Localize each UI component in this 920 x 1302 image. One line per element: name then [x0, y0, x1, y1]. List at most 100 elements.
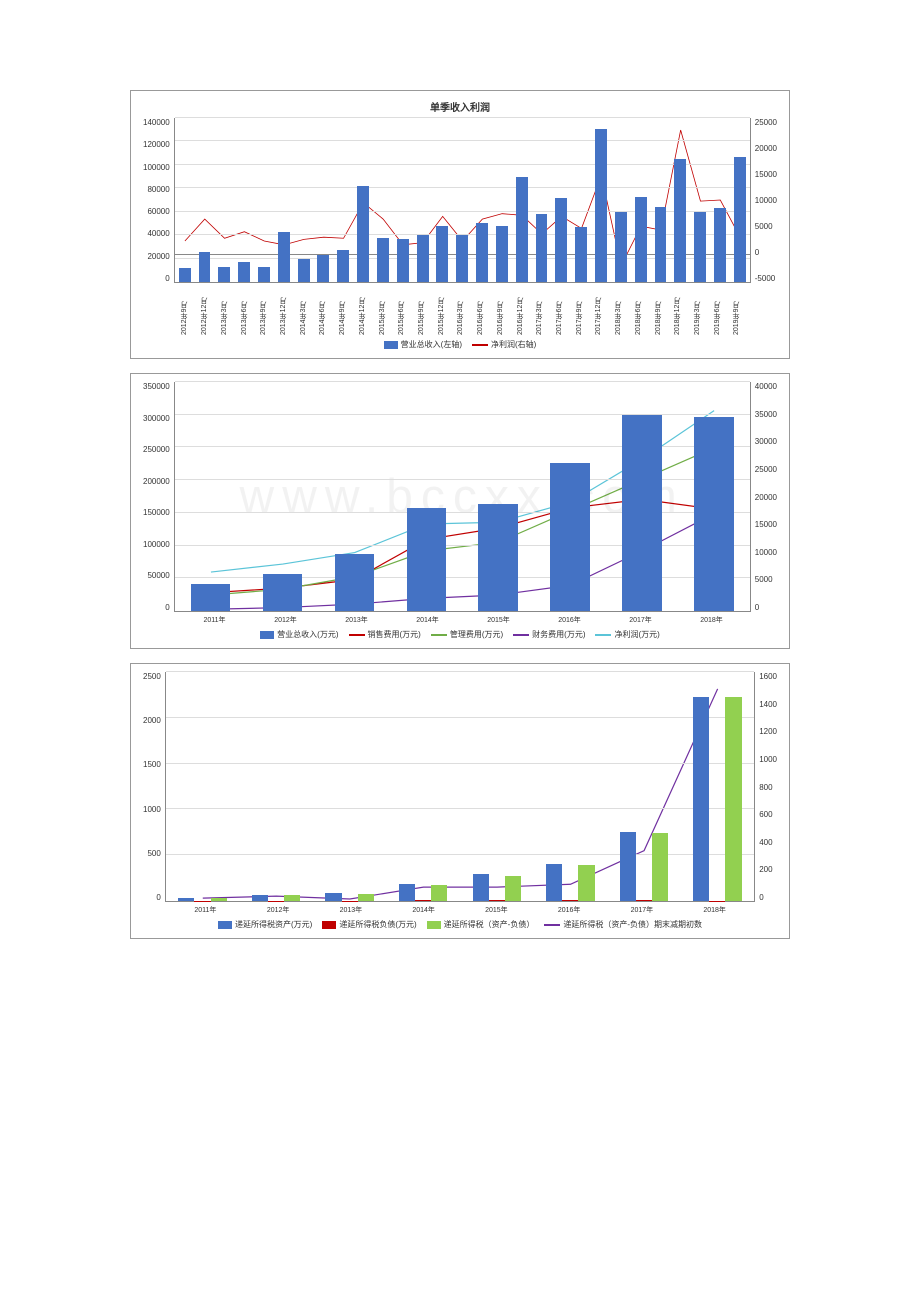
- bar-col: [452, 118, 472, 282]
- chart2-x-axis: 2011年2012年2013年2014年2015年2016年2017年2018年: [179, 615, 747, 625]
- x-tick: 2013年3月: [221, 283, 228, 335]
- bar-col: [678, 382, 750, 611]
- x-tick: 2014年6月: [319, 283, 326, 335]
- x-tick: 2016年9月: [497, 283, 504, 335]
- legend-item: 财务费用(万元): [513, 629, 585, 640]
- quarterly-revenue-profit-chart: 单季收入利润 140000120000100000800006000040000…: [130, 90, 790, 359]
- x-tick: 2016年3月: [457, 283, 464, 335]
- bar-col: [492, 118, 512, 282]
- x-tick: 2012年: [242, 905, 315, 915]
- x-tick: 2013年: [321, 615, 392, 625]
- bar-col: [318, 382, 390, 611]
- x-tick: 2019年6月: [714, 283, 721, 335]
- bar-col: [393, 118, 413, 282]
- legend-item: 递延所得税负债(万元): [322, 919, 416, 930]
- bar-col: [534, 672, 608, 901]
- legend-item: 销售费用(万元): [349, 629, 421, 640]
- bar-col: [274, 118, 294, 282]
- bar-col: [294, 118, 314, 282]
- bar-col: [460, 672, 534, 901]
- legend-item: 递延所得税（资产-负债）期末减期初数: [544, 919, 702, 930]
- x-tick: 2015年6月: [398, 283, 405, 335]
- x-tick: 2015年3月: [379, 283, 386, 335]
- legend-item: 管理费用(万元): [431, 629, 503, 640]
- bar-col: [730, 118, 750, 282]
- x-tick: 2018年6月: [635, 283, 642, 335]
- bar-col: [534, 382, 606, 611]
- chart1-plot: [174, 118, 751, 283]
- bar-col: [681, 672, 755, 901]
- x-tick: 2017年3月: [536, 283, 543, 335]
- bar-col: [390, 382, 462, 611]
- bar-col: [175, 382, 247, 611]
- x-tick: 2011年: [169, 905, 242, 915]
- x-tick: 2015年: [460, 905, 533, 915]
- bar-col: [551, 118, 571, 282]
- x-tick: 2017年12月: [595, 283, 602, 335]
- bar-col: [631, 118, 651, 282]
- x-tick: 2012年12月: [201, 283, 208, 335]
- x-tick: 2018年12月: [674, 283, 681, 335]
- bar-col: [175, 118, 195, 282]
- chart1-y1-axis: 140000120000100000800006000040000200000: [143, 118, 174, 283]
- bar-col: [532, 118, 552, 282]
- x-tick: 2013年: [315, 905, 388, 915]
- x-tick: 2018年: [676, 615, 747, 625]
- bar-col: [413, 118, 433, 282]
- x-tick: 2019年3月: [694, 283, 701, 335]
- x-tick: 2011年: [179, 615, 250, 625]
- bar-col: [239, 672, 313, 901]
- x-tick: 2019年9月: [733, 283, 740, 335]
- bar-col: [333, 118, 353, 282]
- legend-item: 递延所得税（资产-负债）: [427, 919, 535, 930]
- x-tick: 2016年6月: [477, 283, 484, 335]
- chart1-legend: 营业总收入(左轴) 净利润(右轴): [143, 339, 777, 350]
- bar-col: [512, 118, 532, 282]
- chart1-y2-axis: 2500020000150001000050000-5000: [751, 118, 777, 283]
- bar-col: [166, 672, 240, 901]
- x-tick: 2018年3月: [615, 283, 622, 335]
- x-tick: 2014年: [387, 905, 460, 915]
- x-tick: 2013年9月: [260, 283, 267, 335]
- legend-item: 营业总收入(万元): [260, 629, 338, 640]
- bar-col: [710, 118, 730, 282]
- x-tick: 2014年: [392, 615, 463, 625]
- x-tick: 2016年: [534, 615, 605, 625]
- bar-col: [195, 118, 215, 282]
- bar-col: [611, 118, 631, 282]
- legend-item: 营业总收入(左轴): [384, 339, 462, 350]
- bar-col: [571, 118, 591, 282]
- chart3-legend: 递延所得税资产(万元) 递延所得税负债(万元) 递延所得税（资产-负债） 递延所得税（…: [143, 919, 777, 930]
- chart2-y2-axis: 4000035000300002500020000150001000050000: [751, 382, 777, 612]
- bar-col: [651, 118, 671, 282]
- bar-col: [214, 118, 234, 282]
- bar-col: [313, 672, 387, 901]
- deferred-tax-chart: 25002000150010005000 1600140012001000800…: [130, 663, 790, 939]
- bar-col: [606, 382, 678, 611]
- x-tick: 2018年9月: [655, 283, 662, 335]
- bar-col: [670, 118, 690, 282]
- x-tick: 2014年12月: [359, 283, 366, 335]
- annual-revenue-expense-chart: 3500003000002500002000001500001000005000…: [130, 373, 790, 649]
- chart1-x-axis: 2012年9月2012年12月2013年3月2013年6月2013年9月2013…: [175, 283, 747, 335]
- x-tick: 2015年: [463, 615, 534, 625]
- chart3-plot: [165, 672, 755, 902]
- bar-col: [373, 118, 393, 282]
- x-tick: 2016年: [533, 905, 606, 915]
- chart1-title: 单季收入利润: [143, 99, 777, 114]
- bar-col: [432, 118, 452, 282]
- x-tick: 2014年9月: [339, 283, 346, 335]
- chart3-y1-axis: 25002000150010005000: [143, 672, 165, 902]
- legend-item: 递延所得税资产(万元): [218, 919, 312, 930]
- x-tick: 2012年: [250, 615, 321, 625]
- bar-col: [607, 672, 681, 901]
- x-tick: 2013年6月: [241, 283, 248, 335]
- x-tick: 2016年12月: [517, 283, 524, 335]
- bar-col: [472, 118, 492, 282]
- legend-item: 净利润(右轴): [472, 339, 536, 350]
- bar-col: [353, 118, 373, 282]
- bar-col: [690, 118, 710, 282]
- x-tick: 2013年12月: [280, 283, 287, 335]
- x-tick: 2017年: [605, 615, 676, 625]
- x-tick: 2015年9月: [418, 283, 425, 335]
